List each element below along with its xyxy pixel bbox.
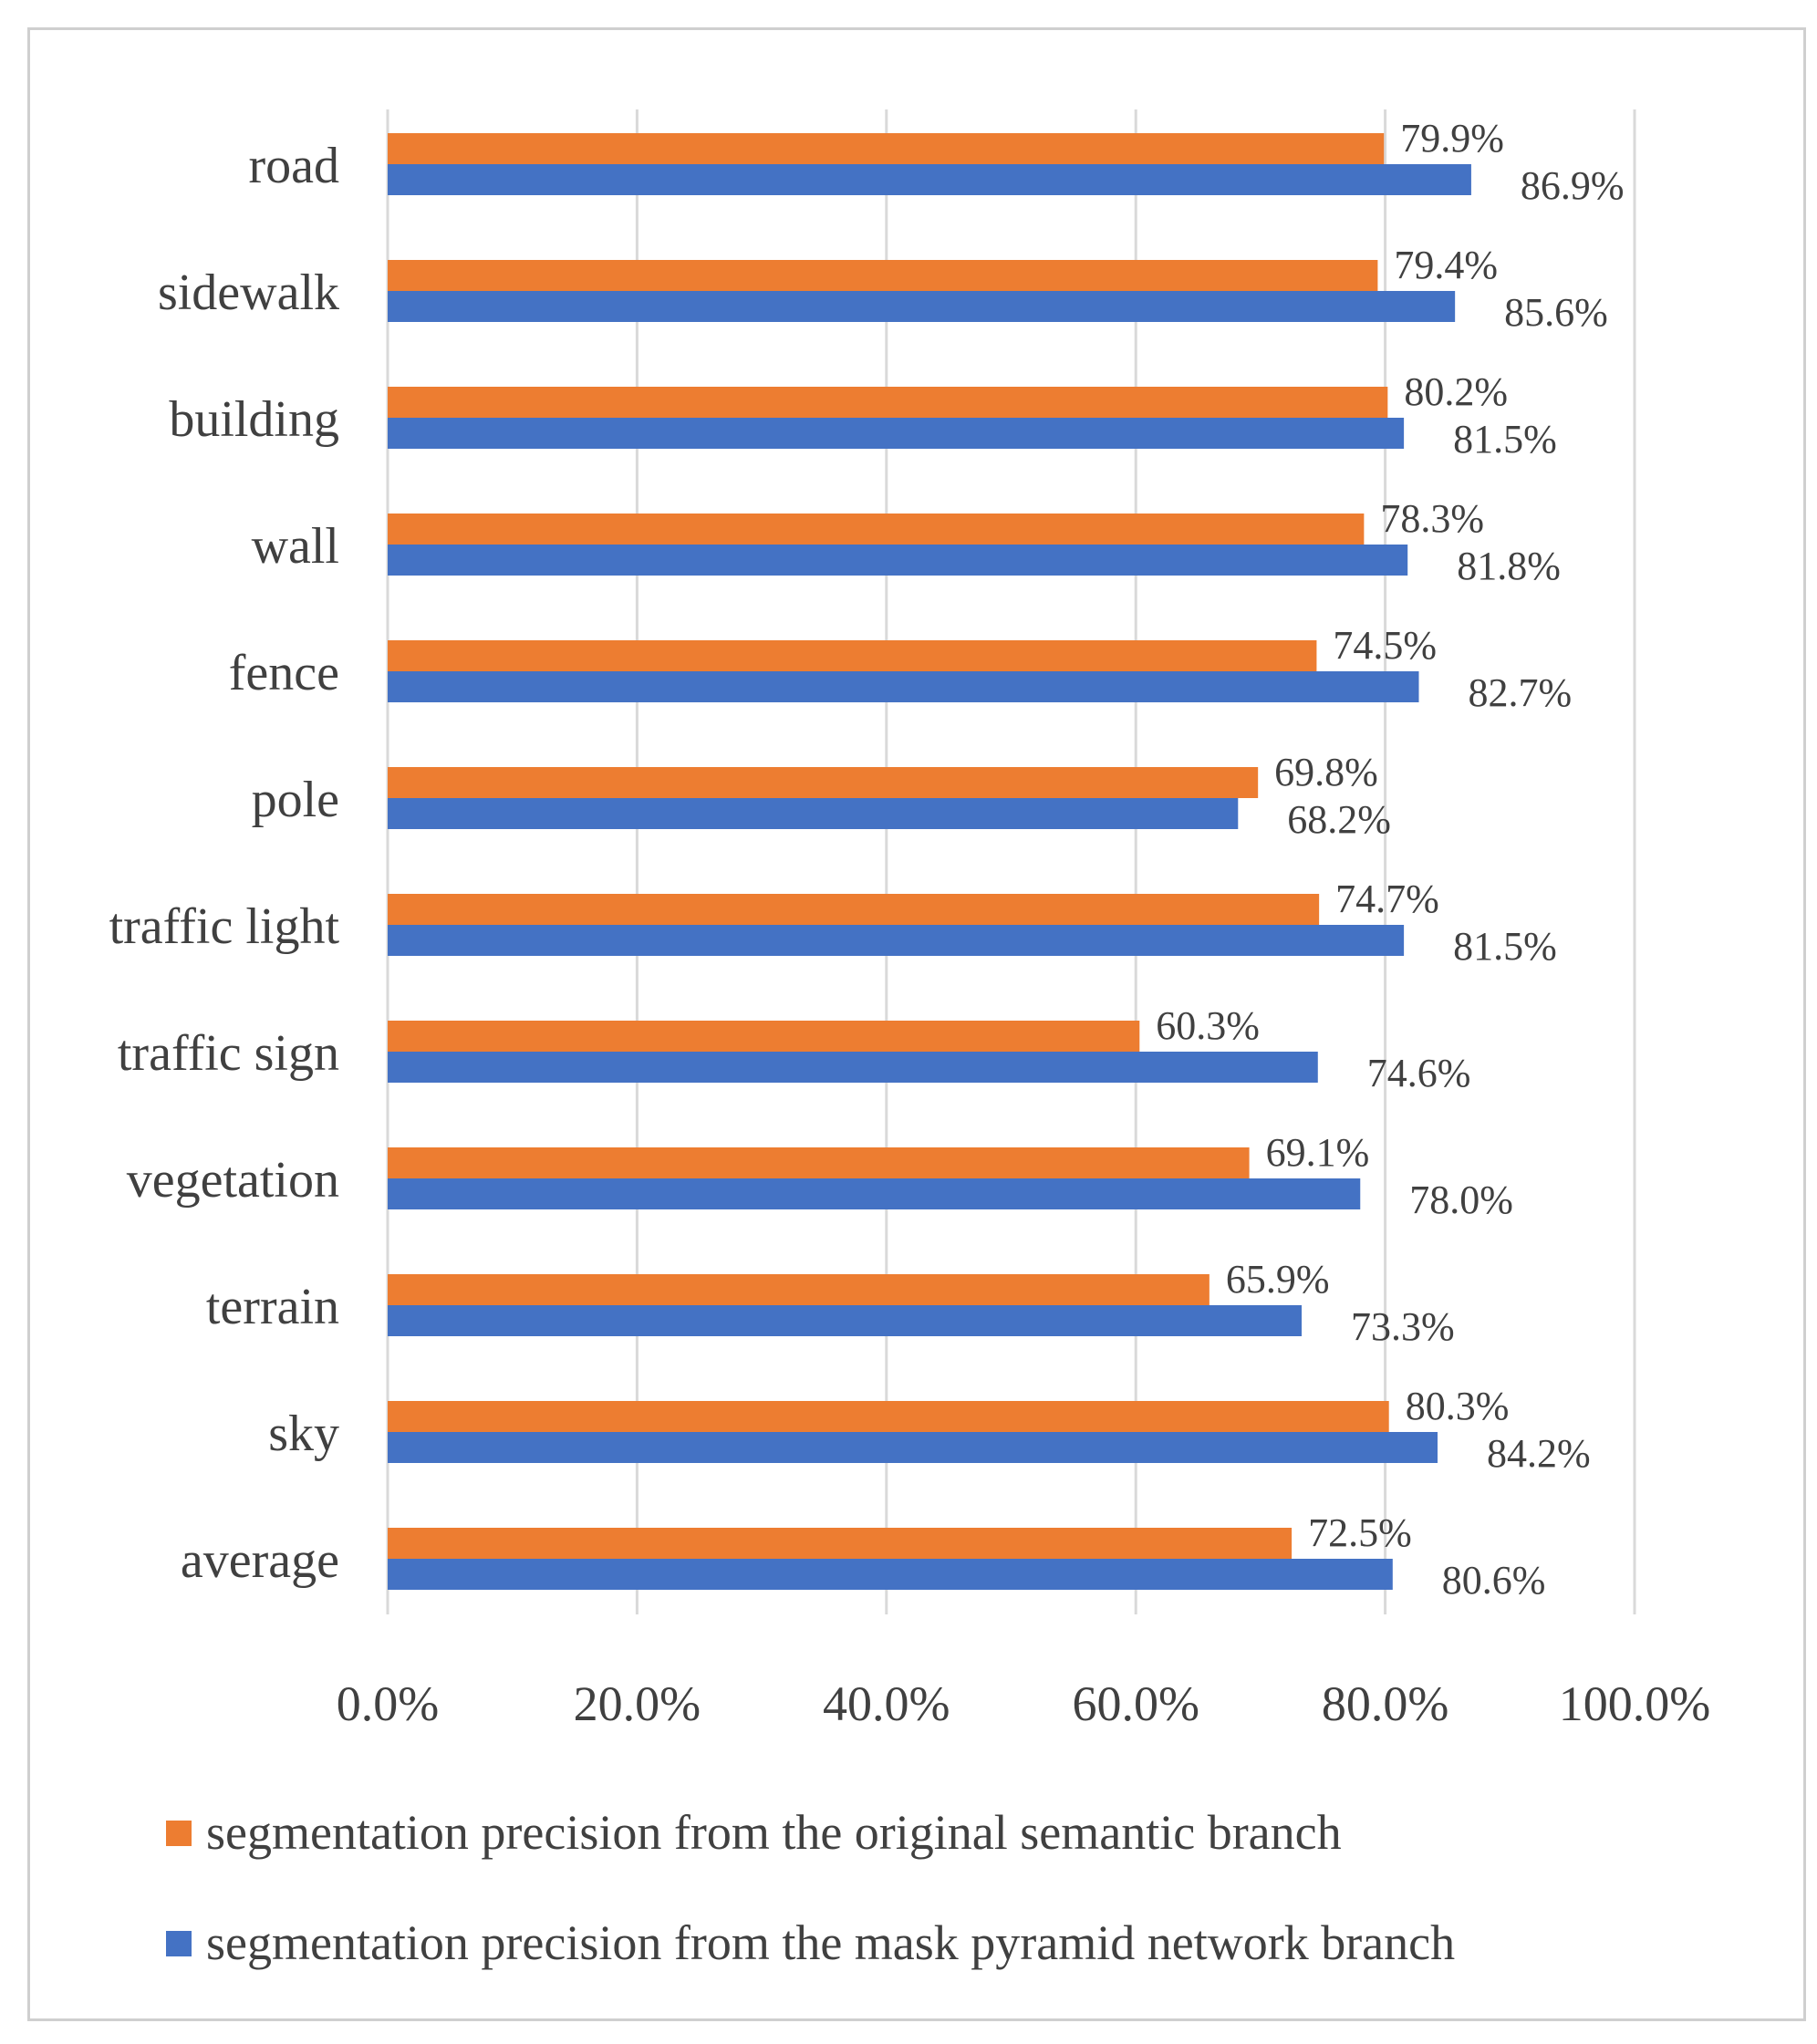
x-tick-label: 20.0% xyxy=(574,1676,701,1731)
data-label-sidewalk-series-2: 85.6% xyxy=(1504,290,1608,335)
data-label-road-series-2: 86.9% xyxy=(1521,163,1625,208)
bar-fence-series-2 xyxy=(388,671,1419,702)
legend: segmentation precision from the original… xyxy=(166,1805,1455,1970)
legend-label-series-1: segmentation precision from the original… xyxy=(206,1805,1342,1860)
bar-terrain-series-1 xyxy=(388,1274,1210,1305)
bar-traffic-sign-series-2 xyxy=(388,1052,1318,1083)
bar-vegetation-series-2 xyxy=(388,1178,1361,1209)
category-label-average: average xyxy=(181,1532,339,1589)
category-label-road: road xyxy=(248,138,339,194)
bars-group xyxy=(388,133,1471,1590)
data-label-road-series-1: 79.9% xyxy=(1400,116,1504,161)
data-label-traffic-sign-series-1: 60.3% xyxy=(1156,1003,1260,1048)
data-label-pole-series-2: 68.2% xyxy=(1287,797,1391,842)
bar-wall-series-1 xyxy=(388,514,1365,545)
data-label-sidewalk-series-1: 79.4% xyxy=(1394,243,1498,287)
data-label-fence-series-1: 74.5% xyxy=(1333,623,1437,668)
bar-traffic-sign-series-1 xyxy=(388,1021,1140,1052)
data-label-building-series-2: 81.5% xyxy=(1453,417,1557,462)
data-label-average-series-2: 80.6% xyxy=(1442,1558,1546,1603)
data-label-wall-series-1: 78.3% xyxy=(1380,496,1484,541)
bar-road-series-1 xyxy=(388,133,1385,164)
gridlines xyxy=(386,109,1636,1614)
category-label-traffic-sign: traffic sign xyxy=(118,1025,339,1082)
bar-building-series-2 xyxy=(388,418,1405,449)
data-label-pole-series-1: 69.8% xyxy=(1274,750,1378,794)
bar-wall-series-2 xyxy=(388,545,1408,576)
data-label-terrain-series-1: 65.9% xyxy=(1226,1257,1330,1302)
category-label-pole: pole xyxy=(252,772,339,828)
data-label-fence-series-2: 82.7% xyxy=(1469,670,1573,715)
bar-road-series-2 xyxy=(388,164,1471,195)
data-label-vegetation-series-2: 78.0% xyxy=(1409,1178,1513,1222)
legend-swatch-series-1 xyxy=(166,1821,192,1846)
category-label-fence: fence xyxy=(229,645,339,701)
bar-sidewalk-series-1 xyxy=(388,260,1378,291)
data-labels: 79.9%86.9%79.4%85.6%80.2%81.5%78.3%81.8%… xyxy=(1156,116,1624,1603)
category-label-terrain: terrain xyxy=(206,1279,339,1335)
bar-pole-series-1 xyxy=(388,767,1259,798)
data-label-wall-series-2: 81.8% xyxy=(1457,544,1561,588)
x-tick-label: 0.0% xyxy=(337,1676,439,1731)
bar-building-series-1 xyxy=(388,387,1388,418)
data-label-terrain-series-2: 73.3% xyxy=(1351,1304,1455,1349)
data-label-sky-series-1: 80.3% xyxy=(1406,1384,1510,1428)
category-label-sidewalk: sidewalk xyxy=(158,265,339,321)
category-label-traffic-light: traffic light xyxy=(109,898,340,955)
bar-traffic-light-series-1 xyxy=(388,894,1320,925)
bar-sky-series-2 xyxy=(388,1432,1438,1463)
bar-pole-series-2 xyxy=(388,798,1239,829)
data-label-building-series-1: 80.2% xyxy=(1404,369,1508,414)
bar-sidewalk-series-2 xyxy=(388,291,1456,322)
data-label-traffic-sign-series-2: 74.6% xyxy=(1367,1051,1471,1095)
data-label-average-series-1: 72.5% xyxy=(1308,1510,1412,1555)
category-label-wall: wall xyxy=(252,518,339,575)
x-tick-label: 40.0% xyxy=(823,1676,950,1731)
legend-swatch-series-2 xyxy=(166,1931,192,1956)
bar-fence-series-1 xyxy=(388,640,1317,671)
data-label-sky-series-2: 84.2% xyxy=(1487,1431,1591,1476)
category-label-building: building xyxy=(169,391,339,448)
bar-traffic-light-series-2 xyxy=(388,925,1405,956)
category-labels: road sidewalk building wall fence pole traffic… xyxy=(109,138,340,1589)
data-label-traffic-light-series-1: 74.7% xyxy=(1335,877,1439,921)
data-label-vegetation-series-1: 69.1% xyxy=(1266,1130,1370,1175)
bar-average-series-1 xyxy=(388,1528,1293,1559)
category-label-sky: sky xyxy=(268,1406,339,1462)
x-tick-label: 80.0% xyxy=(1322,1676,1448,1731)
bar-vegetation-series-1 xyxy=(388,1147,1250,1178)
legend-label-series-2: segmentation precision from the mask pyr… xyxy=(206,1915,1455,1970)
category-label-vegetation: vegetation xyxy=(127,1152,339,1209)
bar-terrain-series-2 xyxy=(388,1305,1303,1336)
x-tick-label: 100.0% xyxy=(1559,1676,1710,1731)
bar-average-series-2 xyxy=(388,1559,1393,1590)
x-tick-labels: 0.0% 20.0% 40.0% 60.0% 80.0% 100.0% xyxy=(337,1676,1710,1731)
bar-sky-series-1 xyxy=(388,1401,1389,1432)
x-tick-label: 60.0% xyxy=(1072,1676,1199,1731)
data-label-traffic-light-series-2: 81.5% xyxy=(1453,924,1557,969)
